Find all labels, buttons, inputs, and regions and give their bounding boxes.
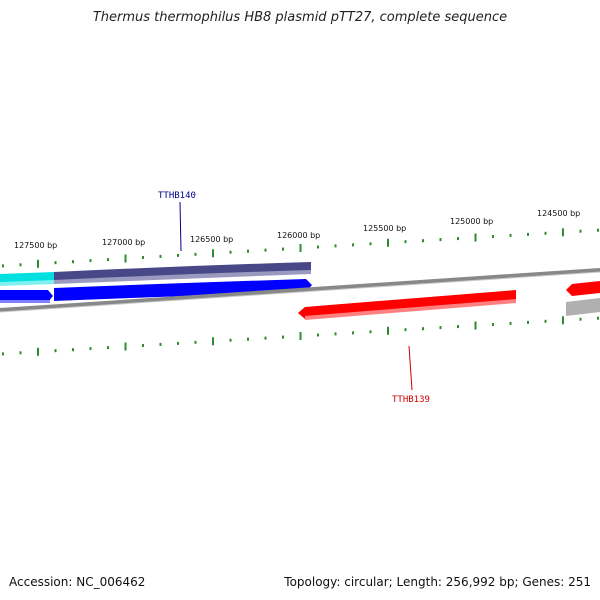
inner-major-tick [124, 342, 127, 351]
outer-minor-tick [492, 235, 494, 238]
inner-major-tick [474, 321, 477, 330]
outer-minor-tick [2, 264, 4, 268]
outer-minor-tick [54, 261, 57, 265]
reverse-gene-arrow-right[interactable] [566, 281, 600, 296]
scale-label-127000: 127000 bp [102, 238, 145, 247]
outer-major-tick [212, 249, 214, 258]
outer-minor-tick [597, 228, 599, 232]
outer-minor-tick [142, 256, 144, 259]
outer-minor-tick [352, 243, 354, 247]
outer-major-tick [474, 233, 477, 242]
tthb139-leader-line [408, 345, 413, 391]
inner-minor-tick [159, 342, 162, 346]
inner-minor-tick [369, 330, 372, 334]
inner-minor-tick [282, 335, 284, 339]
inner-major-tick [562, 316, 564, 325]
outer-minor-tick [229, 250, 232, 254]
cyan-feature-band-shadow [0, 280, 54, 286]
inner-minor-tick [457, 325, 459, 329]
grey-feature-band[interactable] [566, 298, 600, 316]
scale-label-125000: 125000 bp [450, 217, 493, 226]
outer-minor-tick [422, 239, 424, 243]
scale-label-126000: 126000 bp [277, 231, 320, 240]
outer-major-tick [124, 254, 127, 263]
inner-minor-tick [544, 319, 547, 323]
inner-minor-tick [317, 333, 319, 337]
forward-gene-arrow-left[interactable] [0, 290, 53, 302]
outer-minor-tick [317, 245, 319, 249]
map-title: Thermus thermophilus HB8 plasmid pTT27, … [92, 10, 508, 25]
inner-scale-ticks [2, 316, 599, 356]
scale-label-124500: 124500 bp [537, 209, 580, 218]
outer-minor-tick [247, 249, 249, 253]
outer-minor-tick [159, 254, 162, 258]
gene-label-tthb139[interactable]: TTHB139 [392, 395, 430, 405]
genome-backbone-highlight [0, 271, 600, 313]
inner-minor-tick [229, 338, 232, 342]
inner-minor-tick [142, 344, 144, 347]
outer-minor-tick [72, 260, 74, 264]
inner-minor-tick [439, 326, 442, 330]
outer-minor-tick [439, 238, 442, 242]
outer-minor-tick [509, 233, 512, 237]
outer-minor-tick [282, 247, 284, 251]
outer-minor-tick [404, 240, 407, 244]
outer-minor-tick [544, 231, 547, 235]
inner-minor-tick [492, 323, 494, 326]
outer-minor-tick [579, 229, 582, 233]
outer-minor-tick [457, 237, 459, 241]
inner-minor-tick [107, 346, 109, 350]
inner-minor-tick [194, 340, 197, 344]
inner-minor-tick [72, 348, 74, 352]
scale-label-126500: 126500 bp [190, 235, 233, 244]
inner-minor-tick [422, 327, 424, 331]
inner-minor-tick [334, 332, 337, 336]
inner-minor-tick [177, 341, 179, 345]
forward-gene-arrow-tthb140[interactable] [54, 279, 312, 301]
outer-minor-tick [264, 248, 267, 252]
inner-major-tick [299, 332, 302, 340]
outer-minor-tick [19, 263, 22, 267]
cds-feature-band[interactable] [54, 262, 311, 282]
inner-minor-tick [579, 317, 582, 321]
inner-minor-tick [352, 331, 354, 335]
outer-minor-tick [89, 259, 92, 263]
outer-minor-tick [334, 244, 337, 248]
inner-minor-tick [264, 336, 267, 340]
outer-major-tick [37, 259, 39, 268]
outer-major-tick [299, 244, 302, 252]
reverse-gene-shadow [305, 299, 516, 320]
outer-major-tick [387, 238, 389, 247]
forward-gene-shadow [0, 300, 50, 303]
cds-feature-band-shadow [54, 270, 311, 284]
reverse-gene-arrow-tthb139[interactable] [298, 290, 516, 319]
outer-minor-tick [107, 258, 109, 262]
inner-minor-tick [19, 351, 22, 355]
inner-minor-tick [527, 320, 529, 324]
outer-minor-tick [369, 242, 372, 246]
scale-label-127500: 127500 bp [14, 241, 57, 250]
outer-minor-tick [194, 252, 197, 256]
topology-summary-text: Topology: circular; Length: 256,992 bp; … [284, 575, 591, 589]
inner-minor-tick [247, 337, 249, 341]
outer-minor-tick [527, 232, 529, 236]
outer-scale-ticks [2, 228, 599, 268]
inner-minor-tick [2, 352, 4, 356]
gene-label-tthb140[interactable]: TTHB140 [158, 191, 196, 201]
inner-minor-tick [509, 321, 512, 325]
outer-minor-tick [177, 253, 179, 257]
inner-minor-tick [89, 347, 92, 351]
inner-major-tick [37, 347, 39, 356]
inner-minor-tick [54, 349, 57, 353]
accession-text: Accession: NC_006462 [9, 575, 146, 589]
genome-backbone [0, 268, 600, 312]
inner-major-tick [387, 326, 389, 335]
tthb140-leader-line [179, 201, 182, 252]
inner-minor-tick [404, 328, 407, 332]
inner-major-tick [212, 337, 214, 346]
scale-label-125500: 125500 bp [363, 224, 406, 233]
outer-major-tick [562, 228, 564, 237]
inner-minor-tick [597, 316, 599, 320]
